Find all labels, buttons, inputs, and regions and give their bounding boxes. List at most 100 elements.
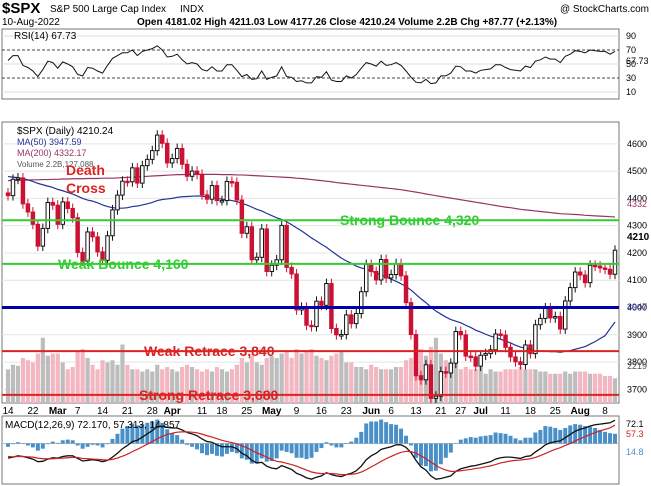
- macd-histogram-bar: [80, 443, 85, 449]
- date-tick-label: 22: [27, 406, 39, 417]
- candle-up: [145, 158, 150, 167]
- macd-histogram-bar: [284, 443, 289, 452]
- macd-histogram-bar: [224, 443, 229, 454]
- volume-bar: [299, 353, 304, 403]
- candle-down: [30, 211, 36, 225]
- volume-bar: [354, 367, 359, 403]
- candle-down: [249, 226, 255, 261]
- price-tick-label: 4000: [627, 303, 647, 313]
- macd-histogram-bar: [463, 438, 468, 444]
- candle-up: [209, 185, 215, 200]
- macd-histogram-bar: [45, 443, 50, 445]
- macd-histogram-bar: [214, 443, 219, 456]
- macd-histogram-bar: [165, 429, 170, 444]
- candle-down: [334, 328, 339, 336]
- volume-bar: [483, 373, 488, 403]
- macd-histogram-bar: [309, 443, 314, 458]
- volume-bar: [379, 369, 384, 403]
- date-tick-label: 7: [75, 406, 81, 417]
- macd-histogram-bar: [573, 424, 578, 444]
- volume-bar: [468, 369, 473, 403]
- candle-up: [483, 353, 488, 356]
- macd-histogram-bar: [329, 443, 334, 446]
- candle-down: [592, 264, 598, 268]
- date-tick-label: Mar: [49, 406, 67, 417]
- symbol-title: $SPX: [2, 0, 40, 17]
- macd-histogram-bar: [334, 443, 339, 448]
- date-tick-label: 21: [435, 406, 447, 417]
- volume-bar: [359, 367, 364, 403]
- candle-up: [543, 307, 548, 319]
- macd-histogram-bar: [423, 443, 428, 467]
- candle-up: [189, 170, 195, 177]
- candle-down: [304, 306, 309, 326]
- candle-down: [80, 251, 85, 262]
- price-tick-label: 4500: [627, 166, 647, 176]
- chart-header: $SPX S&P 500 Large Cap Index INDX @ Stoc…: [2, 0, 649, 28]
- rsi-grid: [2, 35, 619, 93]
- candle-down: [194, 170, 200, 175]
- volume-bar: [458, 369, 463, 403]
- price-tick-label: 4100: [627, 275, 647, 285]
- candle-up: [130, 167, 135, 183]
- candle-up: [533, 324, 538, 355]
- macd-histogram-bar: [175, 435, 180, 444]
- candle-down: [55, 204, 60, 225]
- candle-up: [612, 249, 618, 275]
- volume-bar: [289, 358, 294, 403]
- candle-up: [274, 259, 279, 266]
- candle-down: [234, 181, 240, 201]
- macd-histogram-bar: [150, 421, 155, 444]
- candle-down: [518, 361, 523, 366]
- candle-down: [473, 356, 478, 367]
- volume-bar: [170, 369, 175, 403]
- candle-up: [523, 344, 528, 366]
- volume-bar: [229, 369, 234, 403]
- date-tick-label: 11: [197, 406, 208, 417]
- macd-histogram-bar: [488, 435, 493, 444]
- volume-bars: [5, 337, 618, 403]
- volume-bar: [349, 362, 354, 403]
- rsi-axis: 90 70 50 30 10: [626, 31, 636, 97]
- volume-bar: [120, 344, 125, 403]
- macd-histogram-bar: [453, 443, 458, 445]
- volume-bar: [65, 369, 70, 403]
- candle-down: [70, 207, 75, 219]
- volume-bar: [244, 362, 249, 403]
- volume-bar: [194, 369, 200, 403]
- volume-bar: [75, 351, 80, 403]
- right-value-ma50: 3947: [627, 302, 647, 312]
- rsi-tick-label: 90: [626, 31, 636, 41]
- candle-up: [105, 235, 110, 261]
- candle-down: [125, 180, 130, 184]
- macd-histogram-bar: [443, 443, 448, 458]
- volume-bar: [145, 369, 150, 403]
- ma200-line: [7, 173, 616, 218]
- index-name: S&P 500 Large Cap Index: [50, 4, 166, 15]
- volume-bar: [597, 373, 603, 403]
- volume-bar: [448, 362, 453, 403]
- volume-bar: [10, 364, 16, 403]
- volume-bar: [239, 358, 244, 403]
- volume-bar: [214, 367, 220, 403]
- volume-bar: [55, 353, 60, 403]
- macd-histogram-bar: [314, 443, 319, 452]
- macd-histogram-bar: [603, 431, 608, 444]
- volume-bar: [344, 362, 349, 403]
- macd-histogram-bar: [185, 443, 190, 445]
- ma50-line: [7, 175, 616, 353]
- candle-up: [120, 180, 125, 196]
- macd-histogram-bar: [125, 426, 130, 444]
- volume-bar: [160, 369, 165, 403]
- macd-histogram-bar: [200, 443, 205, 454]
- candle-down: [204, 194, 210, 200]
- date-tick-label: 14: [2, 406, 14, 417]
- volume-bar: [503, 369, 508, 403]
- macd-histogram-bar: [404, 435, 409, 444]
- level-label: Strong Bounce 4,320: [340, 212, 479, 228]
- macd-histogram-bar: [155, 419, 160, 444]
- price-tick-label: 4600: [627, 139, 647, 149]
- candle-up: [563, 300, 568, 330]
- volume-bar: [135, 369, 140, 403]
- volume-bar: [339, 351, 344, 403]
